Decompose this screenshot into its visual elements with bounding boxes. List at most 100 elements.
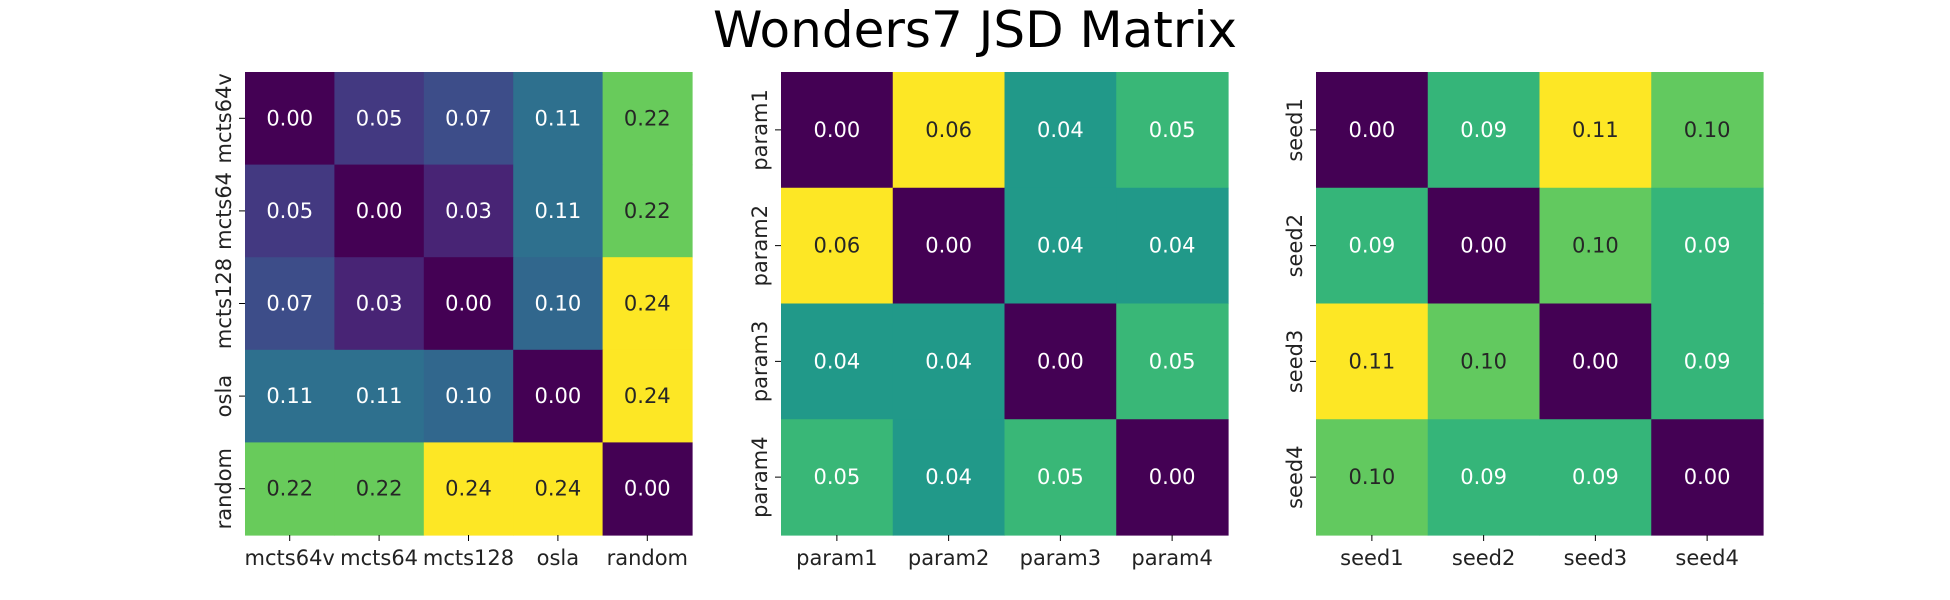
heatmap-cell <box>423 164 514 258</box>
heatmap-cell <box>245 257 335 351</box>
heatmap-cell <box>1539 303 1652 420</box>
cell-value-label: 0.07 <box>266 292 313 316</box>
y-tick-label: mcts128 <box>212 258 236 349</box>
heatmap-cell <box>423 442 514 536</box>
y-tick-label: osla <box>212 375 236 418</box>
cell-value-label: 0.11 <box>356 384 403 408</box>
heatmap-cell <box>1004 419 1117 536</box>
x-tick-label: random <box>607 546 688 570</box>
cell-value-label: 0.09 <box>1684 234 1731 258</box>
heatmap-cell <box>781 187 894 305</box>
heatmap-cell <box>1116 419 1229 536</box>
x-tick-label: param1 <box>796 546 878 570</box>
heatmap-cell <box>1539 72 1652 189</box>
cell-value-label: 0.24 <box>624 384 671 408</box>
cell-value-label: 0.09 <box>1348 234 1395 258</box>
y-tick-label: mcts64v <box>212 73 236 163</box>
x-tick-label: param3 <box>1020 546 1102 570</box>
cell-value-label: 0.00 <box>1348 118 1395 142</box>
y-tick-label: param2 <box>748 205 772 287</box>
heatmap-cell <box>423 257 514 351</box>
cell-value-label: 0.00 <box>1037 349 1084 373</box>
heatmap-cell <box>334 442 425 536</box>
heatmap-cell <box>602 349 693 443</box>
x-tick-label: seed2 <box>1452 546 1515 570</box>
x-tick-label: mcts128 <box>423 546 514 570</box>
cell-value-label: 0.00 <box>356 199 403 223</box>
cell-value-label: 0.10 <box>535 292 582 316</box>
cell-value-label: 0.11 <box>266 384 313 408</box>
cell-value-label: 0.00 <box>266 106 313 130</box>
x-tick-label: mcts64v <box>245 546 335 570</box>
heatmap-cell <box>245 72 335 166</box>
cell-value-label: 0.05 <box>356 106 403 130</box>
heatmap-cell <box>513 164 604 258</box>
cell-value-label: 0.04 <box>1037 234 1084 258</box>
heatmap-cell <box>334 164 425 258</box>
cell-value-label: 0.04 <box>813 349 860 373</box>
heatmap-cell <box>513 349 604 443</box>
cell-value-label: 0.24 <box>445 477 492 501</box>
cell-value-label: 0.05 <box>1037 465 1084 489</box>
figure-title: Wonders7 JSD Matrix <box>713 1 1237 59</box>
x-tick-label: seed1 <box>1340 546 1403 570</box>
heatmap-cell <box>1651 72 1764 189</box>
y-tick-label: param1 <box>748 89 772 171</box>
cell-value-label: 0.00 <box>1149 465 1196 489</box>
heatmap-cell <box>602 72 693 166</box>
heatmap-cell <box>1316 187 1429 305</box>
heatmap-cell <box>781 419 894 536</box>
heatmap-cell <box>1427 419 1541 536</box>
x-tick-label: param4 <box>1131 546 1213 570</box>
heatmap-cell <box>781 303 894 420</box>
cell-value-label: 0.06 <box>813 234 860 258</box>
cell-value-label: 0.09 <box>1684 349 1731 373</box>
cell-value-label: 0.09 <box>1572 465 1619 489</box>
heatmap-cell <box>602 442 693 536</box>
heatmap-cell <box>1427 72 1541 189</box>
heatmap-cell <box>1316 419 1429 536</box>
y-tick-label: random <box>212 448 236 529</box>
heatmap-cell <box>1539 187 1652 305</box>
cell-value-label: 0.06 <box>925 118 972 142</box>
cell-value-label: 0.24 <box>535 477 582 501</box>
heatmap-cell <box>892 303 1006 420</box>
y-tick-label: param4 <box>748 436 772 518</box>
heatmap-cell <box>513 257 604 351</box>
heatmap-panel-3: 0.00 0.09 0.11 0.10 0.09 0.00 0.10 0.09 0.11 0.10… <box>1283 72 1764 570</box>
heatmap-cell <box>1427 187 1541 305</box>
cell-value-label: 0.04 <box>925 349 972 373</box>
cell-value-label: 0.04 <box>1149 234 1196 258</box>
heatmap-cell <box>1316 72 1429 189</box>
cell-value-label: 0.22 <box>624 106 671 130</box>
heatmap-panel-2: 0.00 0.06 0.04 0.05 0.06 0.00 0.04 0.04 0.04 0.04… <box>748 72 1229 570</box>
heatmap-cell <box>1651 303 1764 420</box>
cell-value-label: 0.00 <box>1460 234 1507 258</box>
heatmap-cell <box>334 72 425 166</box>
heatmap-cell <box>334 349 425 443</box>
heatmap-cell <box>1116 303 1229 420</box>
heatmap-cell <box>423 72 514 166</box>
heatmap-cell <box>513 442 604 536</box>
cell-value-label: 0.05 <box>1149 349 1196 373</box>
cell-value-label: 0.10 <box>445 384 492 408</box>
heatmap-cell <box>245 349 335 443</box>
heatmap-cell <box>892 72 1006 189</box>
cell-value-label: 0.00 <box>624 477 671 501</box>
cell-value-label: 0.22 <box>356 477 403 501</box>
heatmap-cell <box>892 419 1006 536</box>
cell-value-label: 0.10 <box>1572 234 1619 258</box>
cell-value-label: 0.00 <box>1572 349 1619 373</box>
heatmap-cell <box>1004 187 1117 305</box>
cell-value-label: 0.00 <box>535 384 582 408</box>
heatmap-cell <box>245 164 335 258</box>
y-tick-label: seed4 <box>1283 445 1307 508</box>
cell-value-label: 0.03 <box>356 292 403 316</box>
y-tick-label: seed1 <box>1283 98 1307 161</box>
heatmap-cell <box>602 257 693 351</box>
x-tick-label: mcts64 <box>340 546 418 570</box>
y-tick-label: seed2 <box>1283 214 1307 277</box>
cell-value-label: 0.22 <box>624 199 671 223</box>
cell-value-label: 0.09 <box>1460 118 1507 142</box>
